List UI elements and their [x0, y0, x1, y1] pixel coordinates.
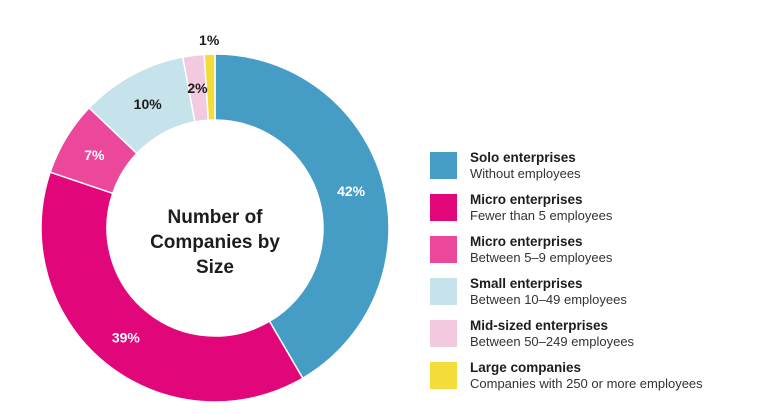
legend-text: Micro enterprises Between 5–9 employees	[470, 234, 612, 266]
legend-subtitle: Fewer than 5 employees	[470, 208, 613, 223]
legend-swatch	[430, 278, 457, 305]
legend-item-mid-sized-enterprises: Mid-sized enterprises Between 50–249 emp…	[430, 316, 760, 358]
legend-subtitle: Between 10–49 employees	[470, 292, 627, 307]
legend-title: Mid-sized enterprises	[470, 318, 609, 333]
legend-text: Small enterprises Between 10–49 employee…	[470, 276, 627, 308]
legend-swatch	[430, 362, 457, 389]
legend-title: Micro enterprises	[470, 234, 583, 249]
donut-slice-5	[203, 53, 216, 122]
legend-title: Small enterprises	[470, 276, 583, 291]
slice-value-label-0: 42%	[337, 183, 366, 199]
legend-swatch	[430, 152, 457, 179]
donut-slice-0	[214, 53, 390, 380]
chart-legend: Solo enterprises Without employees Micro…	[430, 148, 760, 400]
legend-item-micro-enterprises-under-5: Micro enterprises Fewer than 5 employees	[430, 190, 760, 232]
legend-subtitle: Between 50–249 employees	[470, 334, 635, 349]
slice-value-label-1: 39%	[112, 329, 141, 345]
donut-slices	[40, 53, 390, 403]
legend-title: Micro enterprises	[470, 192, 583, 207]
slice-value-label-5: 1%	[199, 32, 220, 48]
slice-value-label-2: 7%	[84, 147, 105, 163]
legend-title: Solo enterprises	[470, 150, 576, 165]
legend-item-micro-enterprises-5-9: Micro enterprises Between 5–9 employees	[430, 232, 760, 274]
chart-title-line-3: Size	[196, 257, 234, 278]
donut-slice-1	[40, 171, 304, 403]
legend-subtitle: Without employees	[470, 166, 581, 181]
slice-value-label-4: 2%	[187, 80, 208, 96]
legend-subtitle: Between 5–9 employees	[470, 250, 613, 265]
legend-swatch	[430, 194, 457, 221]
legend-title: Large companies	[470, 360, 582, 375]
legend-item-large-companies: Large companies Companies with 250 or mo…	[430, 358, 760, 400]
legend-text: Solo enterprises Without employees	[470, 150, 581, 182]
slice-labels: 42% 39% 7% 10% 2% 1%	[84, 32, 365, 345]
legend-text: Large companies Companies with 250 or mo…	[470, 360, 703, 392]
legend-item-small-enterprises: Small enterprises Between 10–49 employee…	[430, 274, 760, 316]
legend-text: Micro enterprises Fewer than 5 employees	[470, 192, 612, 224]
legend-swatch	[430, 320, 457, 347]
legend-swatch	[430, 236, 457, 263]
legend-text: Mid-sized enterprises Between 50–249 emp…	[470, 318, 634, 350]
chart-title-line-2: Companies by	[150, 232, 280, 253]
slice-value-label-3: 10%	[134, 96, 163, 112]
legend-item-solo-enterprises: Solo enterprises Without employees	[430, 148, 760, 190]
chart-title-line-1: Number of	[168, 207, 264, 228]
legend-subtitle: Companies with 250 or more employees	[470, 376, 703, 391]
